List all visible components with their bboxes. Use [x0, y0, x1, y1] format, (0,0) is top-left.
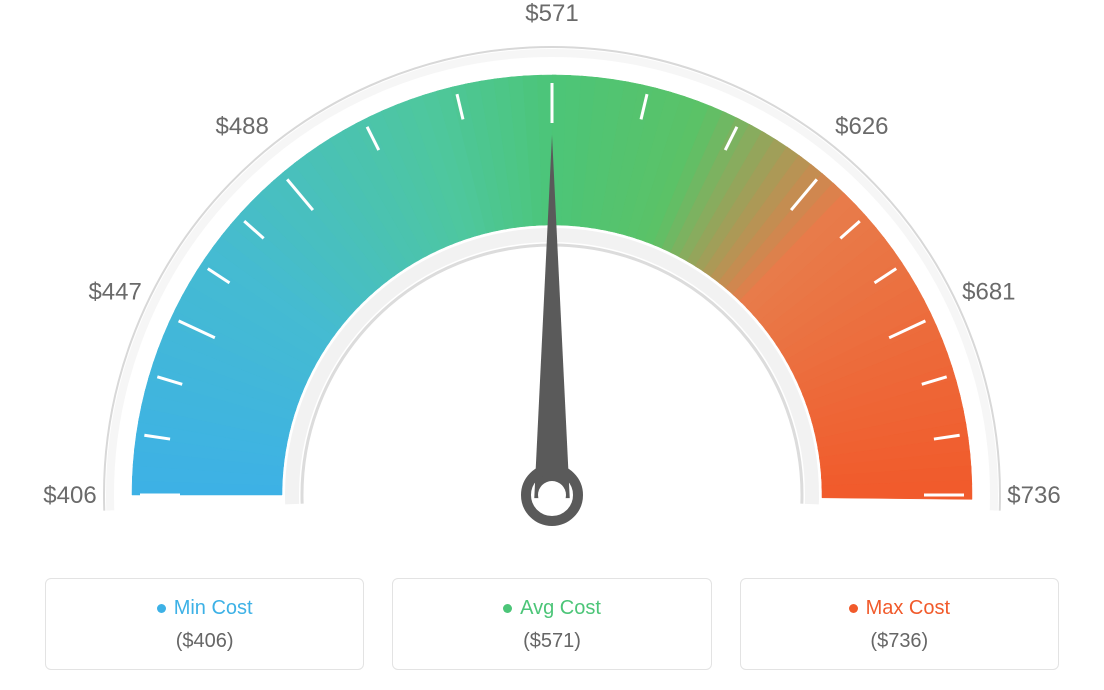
gauge-tick-label: $736	[1007, 482, 1060, 509]
card-label-max: Max Cost	[866, 597, 950, 620]
card-value-min: ($406)	[56, 630, 353, 653]
card-value-avg: ($571)	[403, 630, 700, 653]
summary-row: Min Cost ($406) Avg Cost ($571) Max Cost…	[45, 578, 1059, 670]
summary-card-max: Max Cost ($736)	[740, 578, 1059, 670]
gauge-tick-label: $447	[88, 278, 141, 305]
gauge-tick-label: $571	[525, 0, 578, 27]
gauge-chart: $406 $447 $488 $571 $626 $681 $736	[0, 0, 1104, 560]
gauge-tick-label: $681	[962, 278, 1015, 305]
dot-avg	[503, 604, 512, 613]
summary-card-min: Min Cost ($406)	[45, 578, 364, 670]
card-title-avg: Avg Cost	[503, 597, 601, 620]
dot-max	[849, 604, 858, 613]
dot-min	[157, 604, 166, 613]
card-title-max: Max Cost	[849, 597, 950, 620]
gauge-tick-label: $626	[835, 113, 888, 140]
summary-card-avg: Avg Cost ($571)	[392, 578, 711, 670]
gauge-tick-label: $488	[215, 113, 268, 140]
card-label-min: Min Cost	[174, 597, 253, 620]
card-title-min: Min Cost	[157, 597, 253, 620]
gauge-tick-label: $406	[43, 482, 96, 509]
card-value-max: ($736)	[751, 630, 1048, 653]
card-label-avg: Avg Cost	[520, 597, 601, 620]
gauge-svg: $406 $447 $488 $571 $626 $681 $736	[0, 0, 1104, 560]
